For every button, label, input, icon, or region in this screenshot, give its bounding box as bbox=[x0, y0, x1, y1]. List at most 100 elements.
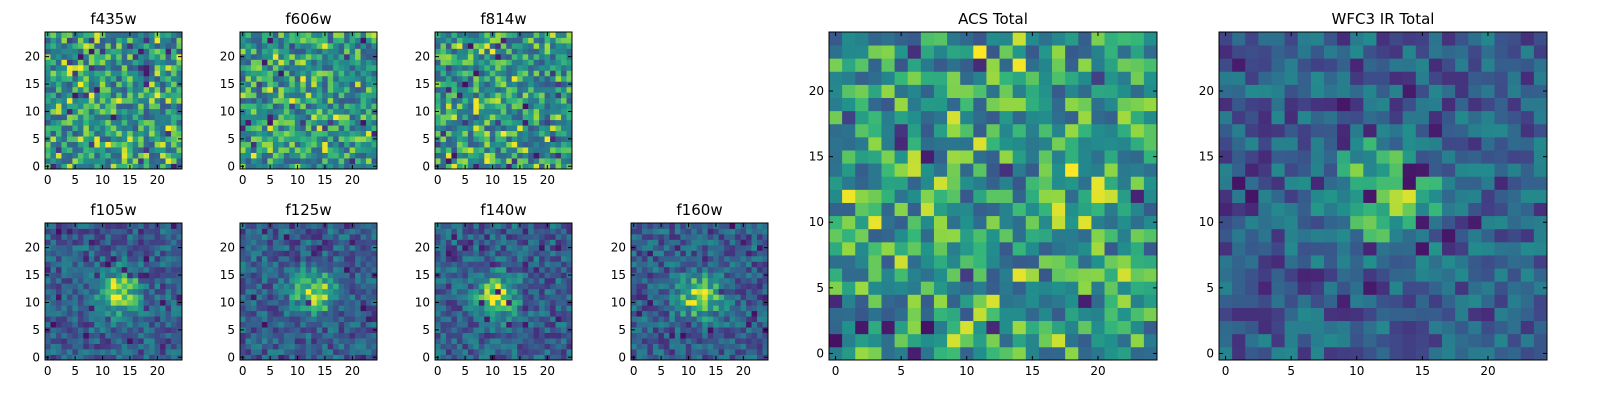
heatmap-cell bbox=[697, 223, 703, 229]
heatmap-cell bbox=[658, 289, 664, 295]
heatmap-cell bbox=[506, 261, 512, 267]
heatmap-cell bbox=[479, 120, 485, 126]
heatmap-cell bbox=[440, 37, 446, 43]
heatmap-cell bbox=[631, 283, 637, 289]
heatmap-cell bbox=[1091, 294, 1105, 308]
heatmap-cell bbox=[545, 65, 551, 71]
heatmap-cell bbox=[149, 153, 155, 159]
heatmap-cell bbox=[138, 32, 144, 38]
heatmap-cell bbox=[523, 294, 529, 300]
heatmap-cell bbox=[155, 120, 161, 126]
heatmap-cell bbox=[267, 283, 273, 289]
y-tick-label: 20 bbox=[415, 50, 430, 64]
heatmap-cell bbox=[278, 250, 284, 256]
heatmap-cell bbox=[501, 125, 507, 131]
heatmap-cell bbox=[947, 281, 961, 295]
heatmap-cell bbox=[435, 311, 441, 317]
heatmap-cell bbox=[138, 305, 144, 311]
heatmap-cell bbox=[50, 76, 56, 82]
heatmap-cell bbox=[669, 338, 675, 344]
heatmap-cell bbox=[1091, 321, 1105, 335]
heatmap-cell bbox=[89, 239, 95, 245]
heatmap-cell bbox=[355, 349, 361, 355]
heatmap-cell bbox=[669, 349, 675, 355]
heatmap-cell bbox=[484, 228, 490, 234]
heatmap-cell bbox=[523, 32, 529, 38]
heatmap-cell bbox=[1000, 255, 1014, 269]
heatmap-cell bbox=[78, 92, 84, 98]
heatmap-cell bbox=[746, 349, 752, 355]
heatmap-cell bbox=[273, 283, 279, 289]
heatmap-cell bbox=[757, 289, 763, 295]
heatmap-cell bbox=[160, 250, 166, 256]
heatmap-cell bbox=[1118, 216, 1132, 230]
heatmap-cell bbox=[284, 300, 290, 306]
y-tick-label: 15 bbox=[220, 268, 235, 282]
heatmap-cell bbox=[133, 322, 139, 328]
heatmap-cell bbox=[155, 261, 161, 267]
heatmap-cell bbox=[539, 333, 545, 339]
heatmap-cell bbox=[61, 338, 67, 344]
heatmap-cell bbox=[556, 349, 562, 355]
heatmap-cell bbox=[116, 158, 122, 164]
heatmap-cell bbox=[473, 120, 479, 126]
heatmap-cell bbox=[322, 131, 328, 137]
heatmap-cell bbox=[462, 125, 468, 131]
heatmap-cell bbox=[746, 256, 752, 262]
heatmap-cell bbox=[545, 322, 551, 328]
heatmap-cell bbox=[479, 98, 485, 104]
heatmap-cell bbox=[138, 92, 144, 98]
heatmap-cell bbox=[908, 203, 922, 217]
heatmap-cell bbox=[868, 229, 882, 243]
heatmap-cell bbox=[300, 289, 306, 295]
heatmap-cell bbox=[735, 228, 741, 234]
heatmap-cell bbox=[322, 92, 328, 98]
heatmap-cell bbox=[446, 272, 452, 278]
heatmap-cell bbox=[1052, 255, 1066, 269]
heatmap-cell bbox=[100, 311, 106, 317]
heatmap-cell bbox=[127, 147, 133, 153]
heatmap-cell bbox=[451, 316, 457, 322]
heatmap-cell bbox=[561, 283, 567, 289]
heatmap-cell bbox=[83, 92, 89, 98]
heatmap-cell bbox=[262, 147, 268, 153]
heatmap-cell bbox=[468, 234, 474, 240]
heatmap-cell bbox=[67, 272, 73, 278]
heatmap-cell bbox=[122, 278, 128, 284]
heatmap-cell bbox=[517, 54, 523, 60]
heatmap-cell bbox=[523, 81, 529, 87]
heatmap-cell bbox=[658, 311, 664, 317]
heatmap-cell bbox=[94, 333, 100, 339]
heatmap-cell bbox=[479, 256, 485, 262]
heatmap-cell bbox=[697, 245, 703, 251]
heatmap-cell bbox=[366, 338, 372, 344]
heatmap-cell bbox=[550, 234, 556, 240]
heatmap-cell bbox=[561, 65, 567, 71]
heatmap-cell bbox=[61, 267, 67, 273]
heatmap-cell bbox=[295, 114, 301, 120]
heatmap-cell bbox=[83, 289, 89, 295]
heatmap-cell bbox=[446, 43, 452, 49]
heatmap-cell bbox=[539, 344, 545, 350]
heatmap-cell bbox=[506, 289, 512, 295]
heatmap-cell bbox=[1091, 255, 1105, 269]
x-tick-label: 5 bbox=[657, 364, 665, 378]
heatmap-cell bbox=[647, 349, 653, 355]
heatmap-cell bbox=[680, 289, 686, 295]
heatmap-cell bbox=[664, 272, 670, 278]
heatmap-cell bbox=[361, 114, 367, 120]
heatmap-cell bbox=[50, 316, 56, 322]
heatmap-cell bbox=[1144, 189, 1158, 203]
heatmap-cell bbox=[473, 327, 479, 333]
heatmap-cell bbox=[155, 333, 161, 339]
heatmap-cell bbox=[730, 234, 736, 240]
heatmap-cell bbox=[523, 125, 529, 131]
heatmap-cell bbox=[658, 228, 664, 234]
heatmap-cell bbox=[251, 81, 257, 87]
heatmap-cell bbox=[333, 338, 339, 344]
heatmap-cell bbox=[94, 43, 100, 49]
heatmap-cell bbox=[462, 120, 468, 126]
heatmap-cell bbox=[446, 261, 452, 267]
heatmap-cell bbox=[697, 261, 703, 267]
